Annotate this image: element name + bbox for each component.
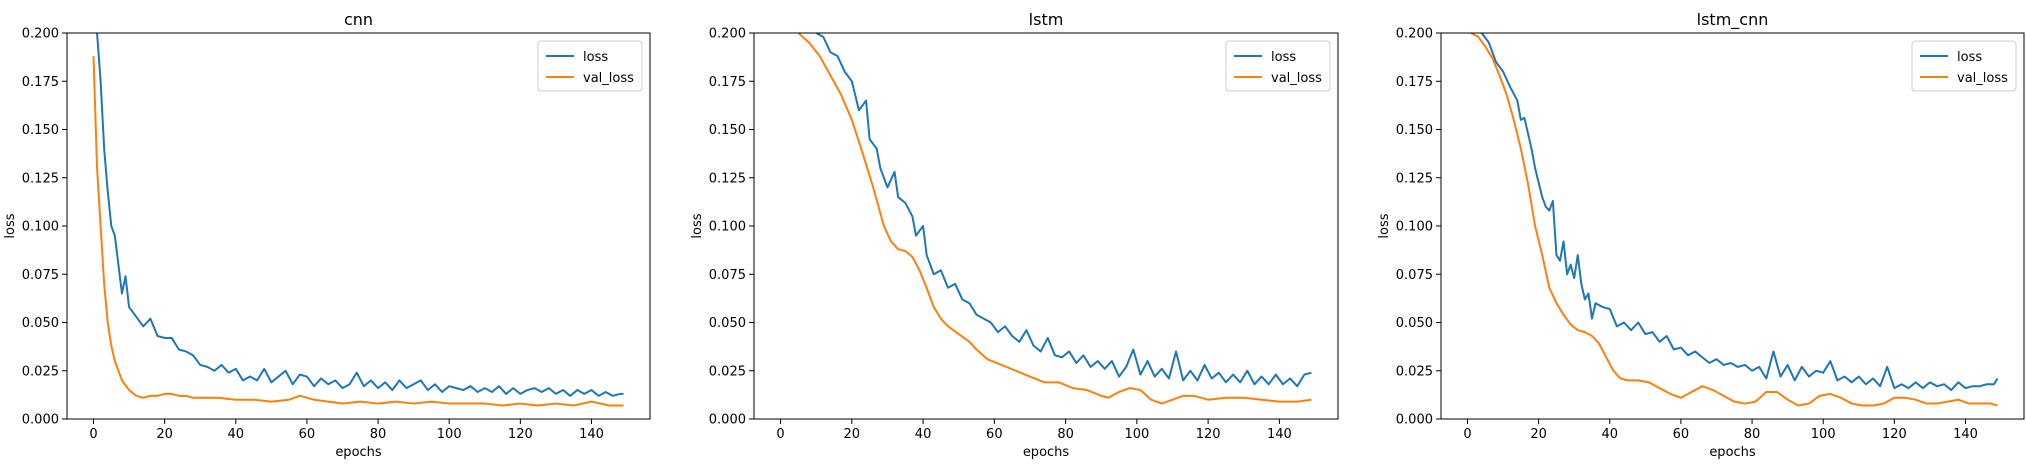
x-tick-label: 40 xyxy=(915,427,932,442)
x-tick-label: 60 xyxy=(986,427,1003,442)
x-tick-label: 140 xyxy=(1953,427,1978,442)
x-tick-label: 80 xyxy=(1744,427,1761,442)
x-tick-label: 20 xyxy=(156,427,173,442)
y-tick-label: 0.100 xyxy=(22,220,59,235)
chart-title: lstm xyxy=(1029,10,1064,29)
y-tick-label: 0.075 xyxy=(22,268,59,283)
x-tick-label: 0 xyxy=(1463,427,1471,442)
y-tick-label: 0.000 xyxy=(1396,413,1433,428)
x-tick-label: 0 xyxy=(776,427,784,442)
legend-box xyxy=(537,40,643,92)
x-tick-label: 60 xyxy=(299,427,316,442)
y-tick-label: 0.050 xyxy=(1396,316,1433,331)
x-tick-label: 60 xyxy=(1673,427,1690,442)
x-tick-label: 120 xyxy=(508,427,533,442)
x-tick-label: 100 xyxy=(1811,427,1836,442)
legend-label-loss: loss xyxy=(583,50,608,65)
y-axis-label: loss xyxy=(3,213,18,238)
chart-title: lstm_cnn xyxy=(1697,10,1769,30)
chart-panel-lstm: 0 20 40 60 80 100 120 140 0.000 0.025 0.050 0.075 0.… xyxy=(690,10,1339,460)
x-tick-label: 120 xyxy=(1196,427,1221,442)
y-tick-label: 0.150 xyxy=(22,123,59,138)
x-tick-label: 0 xyxy=(89,427,97,442)
series-line-val-loss xyxy=(1470,33,1998,407)
series-line-loss xyxy=(815,33,1312,388)
y-axis-label: loss xyxy=(1377,213,1392,238)
y-tick-label: 0.150 xyxy=(1396,123,1433,138)
y-tick-label: 0.100 xyxy=(709,220,746,235)
chart-panel-cnn: 0 20 40 60 80 100 120 140 0.000 0.025 0.050 0.075 0.… xyxy=(3,10,651,460)
x-axis-label: epochs xyxy=(1023,445,1070,460)
x-tick-label: 140 xyxy=(579,427,604,442)
y-tick-label: 0.025 xyxy=(22,364,59,379)
y-tick-label: 0.125 xyxy=(709,171,746,186)
series-line-loss xyxy=(96,33,624,397)
legend-box xyxy=(1911,40,2017,92)
series-line-val-loss xyxy=(797,33,1312,405)
y-tick-label: 0.075 xyxy=(709,268,746,283)
legend: loss val_loss xyxy=(537,40,643,92)
x-tick-label: 20 xyxy=(1530,427,1547,442)
y-tick-label: 0.025 xyxy=(709,364,746,379)
x-tick-label: 80 xyxy=(1057,427,1074,442)
y-tick-label: 0.000 xyxy=(709,413,746,428)
y-tick-label: 0.125 xyxy=(1396,171,1433,186)
y-tick-label: 0.000 xyxy=(22,413,59,428)
legend-label-loss: loss xyxy=(1957,50,1982,65)
series-line-val-loss xyxy=(92,56,624,407)
legend-box xyxy=(1225,40,1331,92)
x-tick-label: 100 xyxy=(437,427,462,442)
legend: loss val_loss xyxy=(1225,40,1331,92)
x-tick-label: 100 xyxy=(1124,427,1149,442)
y-tick-label: 0.125 xyxy=(22,171,59,186)
y-tick-label: 0.150 xyxy=(709,123,746,138)
y-axis-label: loss xyxy=(690,213,705,238)
y-tick-label: 0.175 xyxy=(22,75,59,90)
y-tick-label: 0.200 xyxy=(1396,27,1433,42)
y-tick-label: 0.175 xyxy=(709,75,746,90)
x-tick-label: 20 xyxy=(844,427,861,442)
y-tick-label: 0.025 xyxy=(1396,364,1433,379)
x-tick-label: 40 xyxy=(1602,427,1619,442)
legend-label-val-loss: val_loss xyxy=(1957,71,2008,86)
x-tick-label: 80 xyxy=(370,427,387,442)
y-tick-label: 0.050 xyxy=(22,316,59,331)
x-tick-label: 120 xyxy=(1882,427,1907,442)
y-tick-label: 0.100 xyxy=(1396,220,1433,235)
x-tick-label: 140 xyxy=(1267,427,1292,442)
chart-panel-lstm-cnn: 0 20 40 60 80 100 120 140 0.000 0.025 0.050 0.075 0.… xyxy=(1377,10,2025,460)
legend: loss val_loss xyxy=(1911,40,2017,92)
x-axis-label: epochs xyxy=(335,445,382,460)
legend-label-loss: loss xyxy=(1271,50,1296,65)
legend-label-val-loss: val_loss xyxy=(1271,71,1322,86)
x-tick-label: 40 xyxy=(228,427,245,442)
y-tick-label: 0.075 xyxy=(1396,268,1433,283)
x-axis-label: epochs xyxy=(1709,445,1756,460)
y-tick-label: 0.175 xyxy=(1396,75,1433,90)
chart-title: cnn xyxy=(344,10,373,29)
legend-label-val-loss: val_loss xyxy=(583,71,634,86)
series-line-loss xyxy=(1480,33,1999,392)
y-tick-label: 0.050 xyxy=(709,316,746,331)
y-tick-label: 0.200 xyxy=(709,27,746,42)
y-tick-label: 0.200 xyxy=(22,27,59,42)
